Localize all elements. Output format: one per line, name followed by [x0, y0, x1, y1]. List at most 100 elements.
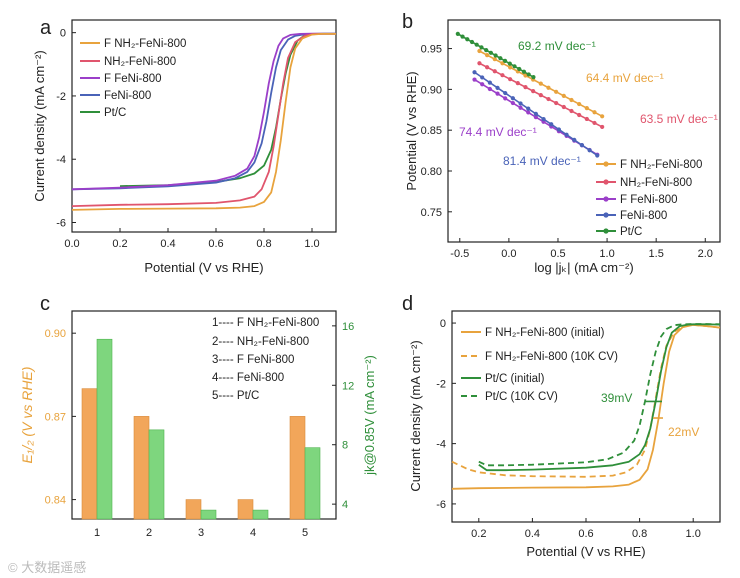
panel-c-bar-e12-4 [237, 499, 254, 520]
panel-b-slope-label: 69.2 mV dec⁻¹ [518, 39, 596, 53]
panel-b-point [503, 96, 508, 101]
panel-a-series-feni-800 [71, 33, 336, 191]
panel-b-legend-marker [603, 212, 609, 218]
panel-label-d: d [402, 293, 413, 315]
panel-b-point [510, 96, 515, 101]
panel-b-xtick-label: 1.5 [649, 248, 664, 260]
panel-b-point [564, 132, 569, 137]
panel-b-point [538, 81, 543, 86]
panel-d-legend-label: F NH₂-FeNi-800 (initial) [485, 327, 605, 339]
panel-b-point [577, 101, 582, 107]
panel-b-legend-label: Pt/C [620, 226, 642, 238]
panel-b-point [479, 45, 484, 50]
panel-b-point [561, 104, 566, 110]
plot-layer: 0.0 0.2 0.4 0.6 0.8 1.0 0 -2 -4 -6 F NH₂-FeNi-800 N… [45, 28, 721, 540]
panel-b-point [521, 69, 527, 74]
panel-b-point [487, 80, 492, 85]
panel-d-xlabel: Potential (V vs RHE) [526, 544, 645, 559]
panel-b-ytick-label: 0.95 [421, 44, 442, 56]
panel-a-xtick-label: 0.8 [256, 238, 271, 250]
panel-d-ytick-label: -4 [436, 439, 446, 451]
panel-b-point [477, 48, 482, 54]
panel-b-point [518, 101, 523, 106]
panel-a-xtick-label: 0.4 [160, 238, 175, 250]
panel-b-point [533, 115, 538, 120]
panel-b-point [515, 81, 520, 86]
panel-c-bar-jk-1 [96, 338, 113, 520]
panel-b-point [592, 120, 597, 126]
panel-b-point [569, 108, 574, 114]
panel-b-slope-label: 64.4 mV dec⁻¹ [586, 71, 664, 85]
panel-b-point [531, 89, 536, 94]
panel-d-series-f-nh-feni-800-10k-cv [451, 323, 721, 478]
panel-b-point [523, 73, 528, 78]
panel-c-right-ytick-label: 4 [342, 499, 348, 511]
panel-b-point [584, 106, 589, 111]
panel-c-xtick-label: 3 [198, 527, 204, 539]
panel-c-right-ytick-label: 12 [342, 380, 354, 392]
panel-b-slope-label: 81.4 mV dec⁻¹ [503, 154, 581, 168]
panel-d-annotation-fnh2: 22mV [668, 425, 699, 439]
panel-c-legend-entry: 5---- Pt/C [212, 390, 259, 402]
panel-b-point [484, 52, 490, 58]
panel-b-point [556, 127, 561, 132]
panel-b-point [512, 64, 517, 69]
panel-b-point [554, 100, 559, 106]
panel-b-point [549, 122, 554, 127]
panel-b-point [507, 61, 512, 66]
panel-b-point [533, 111, 538, 116]
panel-c-bar-e12-5 [289, 416, 306, 520]
panel-b-point [531, 75, 536, 80]
panel-b-point [592, 110, 597, 115]
panel-b-point [554, 89, 559, 94]
panel-b-ytick-label: 0.80 [421, 166, 442, 178]
panel-d-legend-label: Pt/C (initial) [485, 373, 545, 385]
panel-c-xtick-label: 2 [146, 527, 152, 539]
panel-b-ytick-label: 0.90 [421, 84, 442, 96]
panel-a-xtick-label: 0.0 [64, 238, 79, 250]
panel-c-xtick-label: 1 [94, 527, 100, 539]
panel-b-point [579, 142, 585, 148]
panel-d-legend-label: F NH₂-FeNi-800 (10K CV) [485, 351, 618, 363]
panel-a-ytick-label: -4 [56, 154, 66, 166]
panel-a-legend-label: FeNi-800 [104, 90, 151, 102]
panel-b-point [472, 77, 477, 82]
panel-b-point [508, 65, 513, 70]
panel-a-ylabel: Current density (mA cm⁻²) [32, 50, 47, 201]
panel-b-legend-marker [603, 161, 609, 167]
panel-b-point [517, 66, 522, 72]
panel-b-point [455, 31, 460, 36]
panel-b-point [492, 57, 497, 62]
panel-d-ytick-label: -2 [436, 378, 446, 390]
panel-b-point [584, 116, 589, 122]
panel-a-ytick-label: -6 [56, 218, 66, 230]
panel-b-point [502, 58, 508, 64]
panel-b-point [484, 47, 489, 53]
panel-b-xtick-label: -0.5 [450, 248, 469, 260]
panel-a-legend-label: Pt/C [104, 107, 126, 119]
panel-a-legend-label: F NH₂-FeNi-800 [104, 38, 186, 50]
panel-b-point [500, 73, 505, 78]
panel-b-point [484, 65, 490, 70]
panel-b-point [495, 85, 500, 90]
panel-c-ylabel-right: jk@0.85V (mA cm⁻²) [362, 355, 377, 476]
panel-b-xtick-label: 0.0 [501, 248, 516, 260]
panel-b-point [572, 137, 577, 142]
panel-c-bar-e12-3 [185, 499, 202, 520]
panel-b-point [541, 116, 546, 122]
panel-d-frame [451, 310, 721, 523]
panel-c-legend-entry: 3---- F FeNi-800 [212, 354, 294, 366]
panel-label-b: b [402, 11, 413, 33]
panel-b-frame [447, 19, 721, 243]
panel-c-left-ytick-label: 0.87 [45, 411, 66, 423]
panel-b-point [600, 124, 605, 130]
panel-b-ylabel: Potential (V vs RHE) [404, 71, 419, 190]
panel-b-xlabel: log |jₖ| (mA cm⁻²) [534, 260, 633, 275]
panel-a-xtick-label: 1.0 [304, 238, 319, 250]
panel-b-ytick-label: 0.75 [421, 207, 442, 219]
panel-c-bar-e12-2 [133, 416, 150, 520]
panel-b-point [472, 70, 477, 75]
panel-b-point [487, 86, 492, 92]
